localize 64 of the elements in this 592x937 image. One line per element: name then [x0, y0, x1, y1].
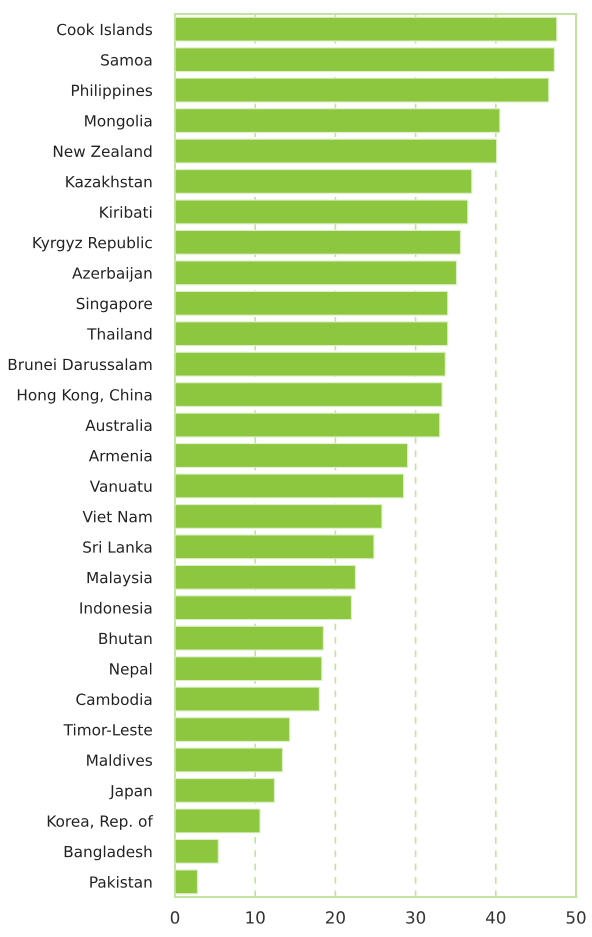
y-tick-label: Vanuatu: [90, 480, 152, 492]
bar: [175, 656, 322, 682]
y-tick-label: New Zealand: [54, 145, 152, 158]
y-tick-label: Mongolia: [85, 114, 152, 130]
bar: [175, 47, 555, 72]
bar: [175, 108, 500, 133]
y-tick-label: Japan: [109, 785, 152, 800]
bar: [175, 778, 276, 803]
bar: [175, 138, 498, 164]
bar: [175, 686, 320, 712]
bar: [175, 412, 440, 438]
bar: [175, 474, 404, 498]
bar: [175, 443, 408, 468]
y-tick-label: Philippines: [72, 84, 152, 100]
y-tick-label: Kazakhstan: [66, 176, 152, 188]
y-tick-label: Nepal: [110, 662, 152, 678]
x-tick-label: 10: [246, 911, 265, 924]
y-tick-label: Sri Lanka: [83, 541, 152, 553]
y-tick-label: Thailand: [87, 328, 152, 340]
bar: [175, 16, 558, 42]
x-tick-label: 30: [406, 911, 426, 924]
bar: [175, 199, 468, 224]
bar: [175, 626, 324, 651]
y-tick-label: Korea, Rep. of: [48, 815, 154, 830]
bar: [175, 321, 448, 346]
bar: [175, 717, 290, 742]
bar: [175, 534, 374, 560]
y-tick-label: Timor-Leste: [64, 724, 152, 736]
y-tick-label: Cambodia: [76, 693, 152, 706]
bar: [175, 838, 219, 864]
bar: [175, 595, 352, 620]
x-tick-label: 20: [326, 911, 345, 924]
y-tick-label: Bhutan: [99, 632, 152, 644]
x-tick-label: 40: [486, 911, 506, 924]
y-tick-label: Armenia: [88, 450, 152, 462]
y-tick-label: Cook Islands: [57, 23, 152, 36]
y-tick-label: Brunei Darussalam: [8, 358, 152, 370]
y-tick-label: Australia: [85, 419, 152, 432]
y-tick-label: Kyrgyz Republic: [33, 236, 152, 252]
bar: [175, 869, 198, 894]
bar: [175, 504, 382, 529]
y-tick-label: Samoa: [101, 54, 152, 66]
bar: [175, 352, 446, 377]
x-tick-label: 0: [170, 911, 180, 924]
bar: [175, 564, 356, 590]
y-tick-label: Singapore: [76, 297, 152, 312]
bar: [175, 169, 472, 194]
bar: [175, 382, 443, 408]
bar: [175, 230, 462, 255]
y-tick-label: Azerbaijan: [72, 267, 152, 282]
x-tick-label: 50: [566, 911, 586, 924]
y-tick-label: Hong Kong, China: [18, 388, 152, 404]
y-tick-label: Kiribati: [100, 206, 152, 218]
y-tick-label: Malaysia: [88, 571, 152, 586]
bar: [175, 290, 448, 316]
bar: [175, 808, 261, 834]
y-tick-label: Maldives: [87, 754, 152, 766]
y-tick-label: Bangladesh: [64, 846, 152, 860]
bar: [175, 78, 550, 103]
y-tick-label: Viet Nam: [82, 510, 152, 522]
bar: [175, 748, 284, 772]
y-tick-label: Pakistan: [90, 876, 152, 888]
bar: [175, 260, 458, 286]
y-tick-label: Indonesia: [80, 602, 152, 614]
